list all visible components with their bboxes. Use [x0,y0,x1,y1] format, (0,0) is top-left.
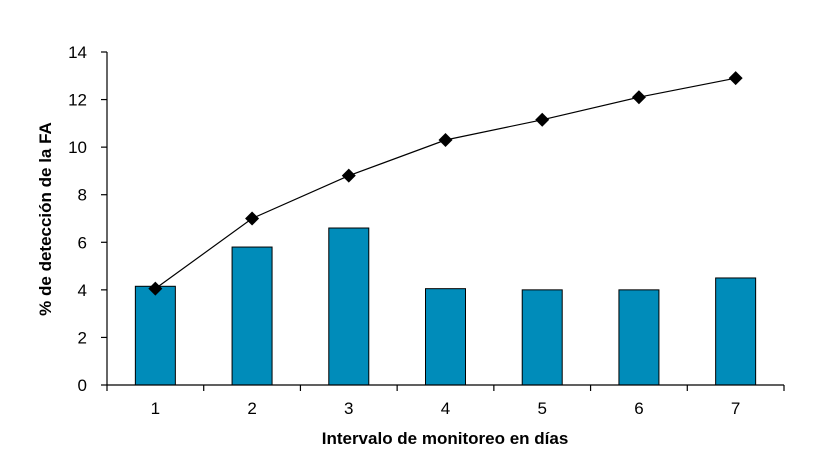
line-point [148,281,163,296]
x-tick-label: 2 [247,399,256,418]
bar [328,227,370,386]
markers [148,71,743,296]
x-tick-label: 6 [634,399,643,418]
line-point [245,211,260,226]
y-tick-label: 12 [68,91,87,110]
y-tick-label: 6 [78,233,87,252]
line-point [341,168,356,183]
y-tick-label: 10 [68,138,87,157]
x-tick-label: 4 [441,399,450,418]
y-tick-label: 0 [78,376,87,395]
x-tick-label: 7 [731,399,740,418]
bar [521,289,563,386]
y-tick-label: 4 [78,281,87,300]
bar [134,285,176,386]
y-tick-label: 2 [78,328,87,347]
bar [231,246,273,386]
y-tick-label: 8 [78,186,87,205]
bar [715,277,757,386]
y-tick-label: 14 [68,43,87,62]
line-point [631,90,646,105]
line-point [535,112,550,127]
bars [134,227,757,386]
x-tick-label: 1 [151,399,160,418]
x-tick-label: 3 [344,399,353,418]
bar [618,289,660,386]
line-point [728,71,743,86]
y-axis-title: % de detección de la FA [36,122,55,316]
x-axis-title: Intervalo de monitoreo en días [322,429,569,448]
line-point [438,133,453,148]
x-tick-label: 5 [537,399,546,418]
bar [425,288,466,386]
